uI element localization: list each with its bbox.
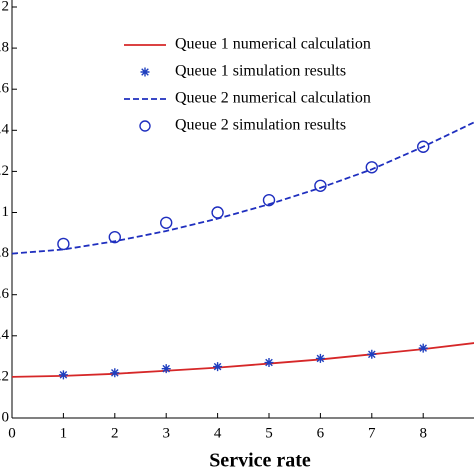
x-tick-label: 4 (214, 425, 222, 441)
legend-label: Queue 2 simulation results (175, 117, 346, 134)
x-tick-label: 0 (8, 425, 16, 441)
y-tick-label: 1 (2, 204, 10, 220)
series-line (11, 121, 474, 255)
star-marker (161, 364, 171, 374)
star-marker (418, 343, 428, 353)
y-tick-label: 0.6 (0, 286, 10, 302)
circle-marker (108, 230, 122, 244)
star-marker (110, 368, 120, 378)
star-marker (367, 349, 377, 359)
legend-label: Queue 1 numerical calculation (175, 36, 371, 53)
legend-marker (139, 120, 151, 132)
circle-marker (262, 193, 276, 207)
legend-label: Queue 2 numerical calculation (175, 90, 371, 107)
x-tick-label: 1 (60, 425, 68, 441)
y-tick-label: 2 (2, 0, 10, 14)
y-tick-label: 0.4 (0, 327, 10, 343)
star-marker (58, 370, 68, 380)
circle-marker (365, 161, 378, 174)
y-tick-label: 1.2 (0, 163, 9, 179)
y-tick-label: 1.6 (0, 81, 10, 97)
y-tick-label: 0 (2, 409, 10, 425)
y-tick-label: 0.8 (0, 245, 9, 261)
x-tick-label: 3 (162, 425, 170, 441)
x-tick-label: 7 (368, 425, 376, 441)
star-marker (315, 353, 325, 363)
legend-label: Queue 1 simulation results (175, 63, 346, 80)
y-tick-label: 1.4 (0, 122, 10, 138)
x-axis-label: Service rate (209, 450, 311, 472)
series-line (11, 342, 474, 378)
circle-marker (57, 237, 70, 251)
y-tick-label: 1.8 (0, 40, 9, 56)
circle-marker (314, 179, 327, 192)
x-tick-label: 2 (111, 425, 119, 441)
circle-marker (417, 140, 430, 153)
star-marker (264, 358, 274, 368)
x-tick-label: 8 (419, 425, 427, 441)
y-tick-label: 0.2 (0, 368, 9, 384)
circle-marker (159, 216, 173, 229)
star-marker (213, 362, 223, 372)
star-marker (140, 67, 150, 77)
x-tick-label: 6 (317, 425, 325, 441)
circle-marker (211, 206, 224, 219)
x-tick-label: 5 (265, 425, 273, 441)
